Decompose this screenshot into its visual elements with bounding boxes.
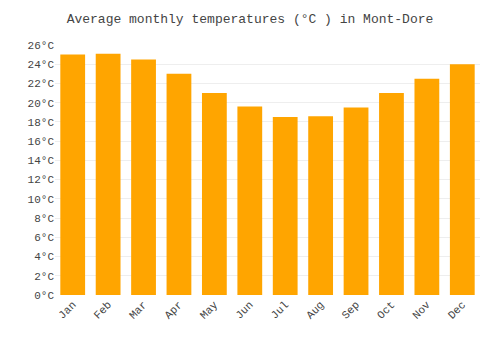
svg-text:18°C: 18°C bbox=[28, 117, 55, 129]
svg-text:Feb: Feb bbox=[92, 299, 114, 321]
svg-text:14°C: 14°C bbox=[28, 155, 55, 167]
svg-text:10°C: 10°C bbox=[28, 194, 55, 206]
svg-text:8°C: 8°C bbox=[34, 213, 54, 225]
svg-text:Sep: Sep bbox=[340, 299, 362, 321]
svg-text:Dec: Dec bbox=[446, 299, 468, 321]
svg-text:Oct: Oct bbox=[375, 299, 397, 321]
svg-text:May: May bbox=[198, 299, 221, 322]
svg-text:Average monthly temperatures (: Average monthly temperatures (°C ) in Mo… bbox=[67, 12, 434, 27]
svg-text:Apr: Apr bbox=[162, 299, 184, 321]
svg-text:12°C: 12°C bbox=[28, 174, 55, 186]
svg-text:20°C: 20°C bbox=[28, 98, 55, 110]
svg-text:0°C: 0°C bbox=[34, 290, 54, 302]
svg-text:Mar: Mar bbox=[127, 299, 149, 321]
svg-text:6°C: 6°C bbox=[34, 232, 54, 244]
svg-text:16°C: 16°C bbox=[28, 136, 55, 148]
svg-text:26°C: 26°C bbox=[28, 40, 55, 52]
svg-text:Aug: Aug bbox=[304, 299, 326, 321]
svg-text:24°C: 24°C bbox=[28, 59, 55, 71]
svg-text:Jun: Jun bbox=[233, 299, 255, 321]
svg-text:4°C: 4°C bbox=[34, 251, 54, 263]
svg-text:22°C: 22°C bbox=[28, 78, 55, 90]
svg-text:Nov: Nov bbox=[410, 299, 433, 322]
svg-text:Jul: Jul bbox=[269, 299, 291, 321]
svg-text:2°C: 2°C bbox=[34, 271, 54, 283]
svg-text:Jan: Jan bbox=[56, 299, 78, 321]
